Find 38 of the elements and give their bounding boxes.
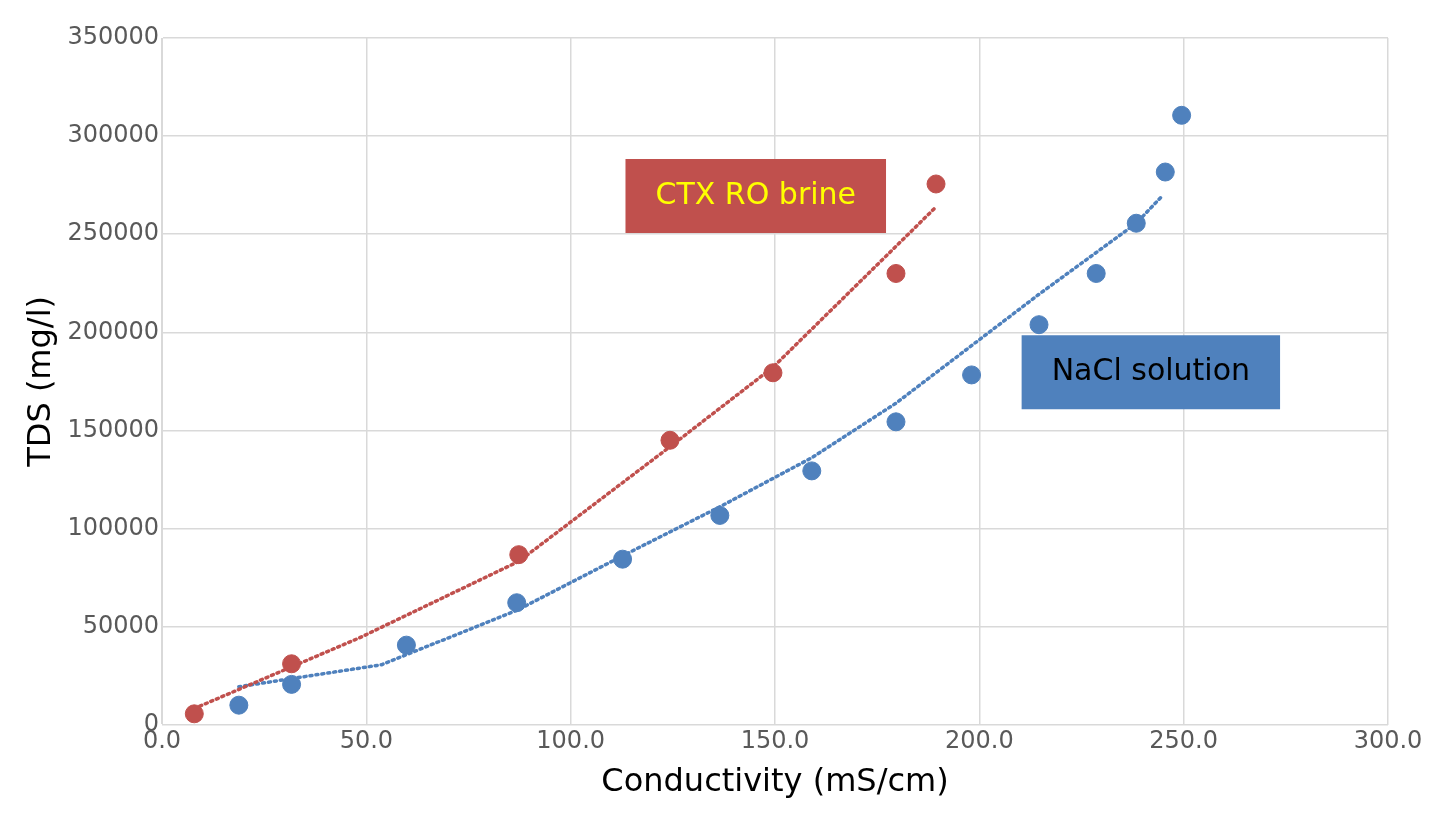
y-tick-label: 150000 xyxy=(67,414,160,443)
point xyxy=(1155,162,1175,182)
series-label: NaCl solution xyxy=(1051,352,1251,388)
y-tick-label: 50000 xyxy=(82,610,160,639)
x-tick-label: 100.0 xyxy=(536,726,606,755)
point xyxy=(710,505,730,525)
point xyxy=(396,635,416,655)
x-tick-label: 200.0 xyxy=(944,726,1014,755)
point xyxy=(509,545,529,565)
point xyxy=(802,461,822,481)
point xyxy=(660,430,680,450)
point xyxy=(507,593,527,613)
point xyxy=(1172,105,1192,125)
y-tick-label: 100000 xyxy=(67,512,160,541)
text: CTX RO brine xyxy=(655,175,857,211)
x-tick-label: 250.0 xyxy=(1149,726,1219,755)
point xyxy=(1126,213,1146,233)
y-tick-label: 250000 xyxy=(67,218,160,247)
x-tick-label: 50.0 xyxy=(339,726,394,755)
point xyxy=(1086,263,1106,283)
y-tick-label: 200000 xyxy=(67,316,160,345)
point xyxy=(926,174,946,194)
x-tick-label: 300.0 xyxy=(1353,726,1423,755)
point xyxy=(282,654,302,674)
y-tick-label: 350000 xyxy=(67,22,160,51)
x-tick-label: 150.0 xyxy=(740,726,810,755)
point xyxy=(229,695,249,715)
point xyxy=(1029,315,1049,335)
point xyxy=(886,263,906,283)
y-axis-title: TDS (mg/l) xyxy=(19,296,58,468)
point xyxy=(962,365,982,385)
point xyxy=(282,674,302,694)
point xyxy=(184,704,204,724)
point xyxy=(613,549,633,569)
point xyxy=(763,363,783,383)
x-axis-title: Conductivity (mS/cm) xyxy=(601,761,949,800)
y-tick-label: 300000 xyxy=(67,120,160,149)
point xyxy=(886,412,906,432)
